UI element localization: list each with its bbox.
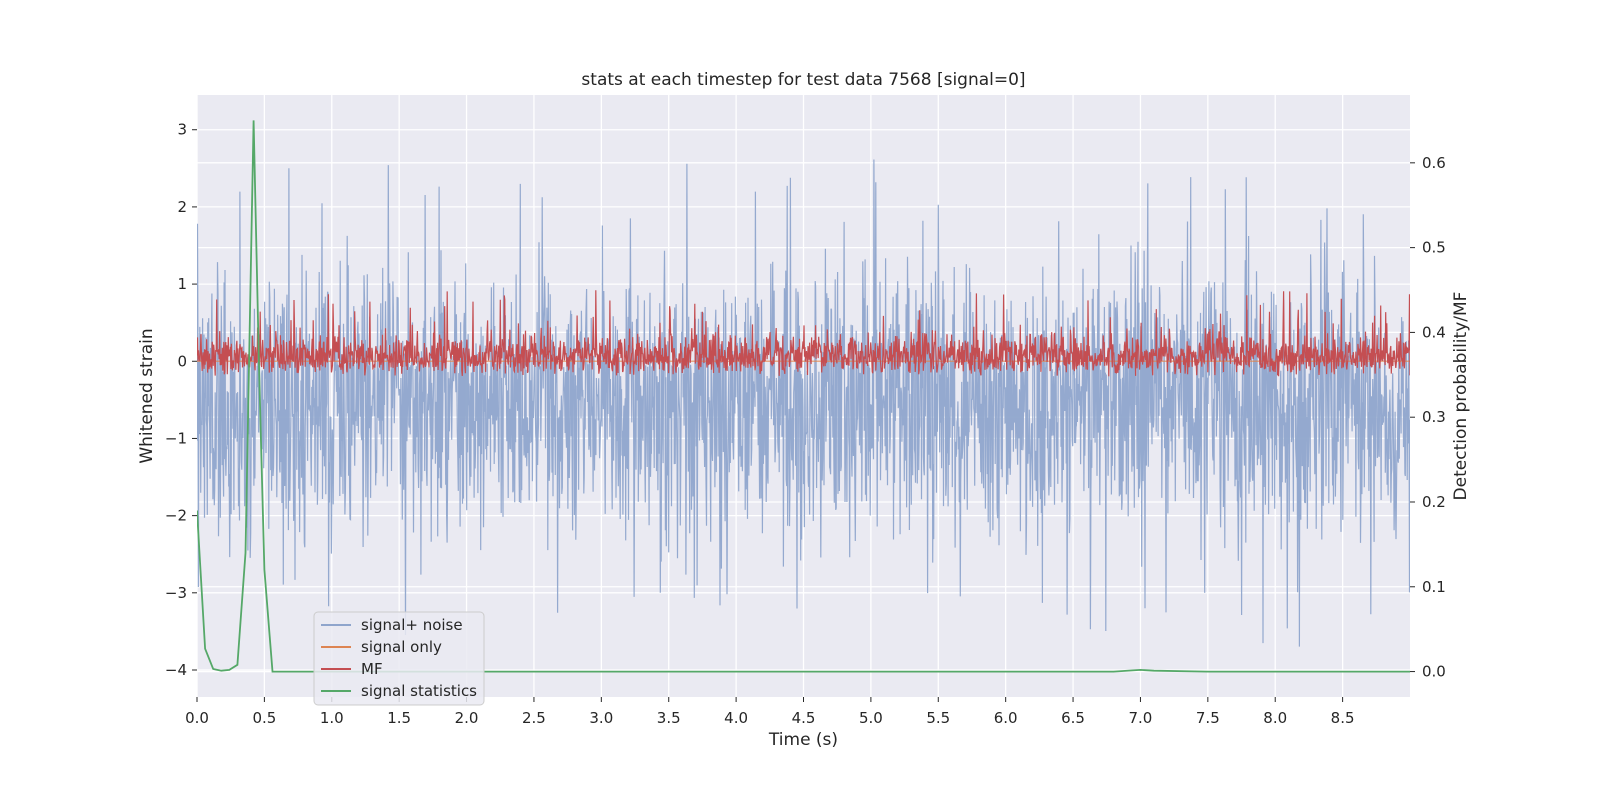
chart-title: stats at each timestep for test data 756… (581, 70, 1025, 90)
series-layer (197, 120, 1410, 673)
legend: signal+ noise signal only MF signal statist… (313, 611, 485, 706)
y-tick-label: 0 (177, 352, 187, 370)
y-tick-label: 3 (177, 121, 187, 139)
x-tick-label: 7.5 (1196, 709, 1220, 727)
series-mf-line (197, 290, 1410, 377)
y2-tick-label: 0.6 (1422, 154, 1446, 172)
x-tick-label: 6.5 (1061, 709, 1085, 727)
y2-tick-label: 0.1 (1422, 578, 1446, 596)
x-tick-label: 3.5 (657, 709, 681, 727)
x-tick-label: 8.5 (1331, 709, 1355, 727)
x-axis-label: Time (s) (768, 730, 838, 750)
y-tick-label: 1 (177, 275, 187, 293)
x-tick-label: 6.0 (994, 709, 1018, 727)
x-tick-label: 0.5 (252, 709, 276, 727)
y2-tick-label: 0.2 (1422, 493, 1446, 511)
y-tick-label: 2 (177, 198, 187, 216)
x-tick-label: 7.0 (1129, 709, 1153, 727)
y2-axis-label: Detection probability/MF (1451, 292, 1471, 501)
x-tick-label: 3.0 (589, 709, 613, 727)
y2-tick-label: 0.3 (1422, 408, 1446, 426)
y2-tick-label: 0.5 (1422, 239, 1446, 257)
legend-label: signal statistics (361, 682, 477, 700)
x-tick-label: 5.5 (926, 709, 950, 727)
y-tick-label: −2 (165, 507, 187, 525)
x-tick-label: 1.0 (320, 709, 344, 727)
y-tick-label: −3 (165, 584, 187, 602)
x-tick-label: 4.5 (792, 709, 816, 727)
series-signal-noise-line (197, 159, 1410, 647)
x-tick-label: 4.0 (724, 709, 748, 727)
y2-tick-label: 0.0 (1422, 663, 1446, 681)
y-axis-label: Whitened strain (137, 328, 157, 463)
y-tick-label: −1 (165, 429, 187, 447)
legend-label: MF (361, 660, 383, 678)
x-tick-label: 2.5 (522, 709, 546, 727)
y-tick-label: −4 (165, 661, 187, 679)
x-tick-label: 8.0 (1263, 709, 1287, 727)
x-tick-label: 0.0 (185, 709, 209, 727)
x-tick-label: 5.0 (859, 709, 883, 727)
legend-label: signal+ noise (361, 616, 463, 634)
x-tick-label: 2.0 (455, 709, 479, 727)
legend-label: signal only (361, 638, 442, 656)
legend-box (313, 611, 485, 706)
y2-tick-label: 0.4 (1422, 323, 1446, 341)
tick-labels: 0.0 0.5 1.0 1.5 2.0 2.5 3.0 3.5 4.0 4.5 5.0 5.5 6.0 6… (165, 121, 1446, 727)
x-tick-label: 1.5 (387, 709, 411, 727)
